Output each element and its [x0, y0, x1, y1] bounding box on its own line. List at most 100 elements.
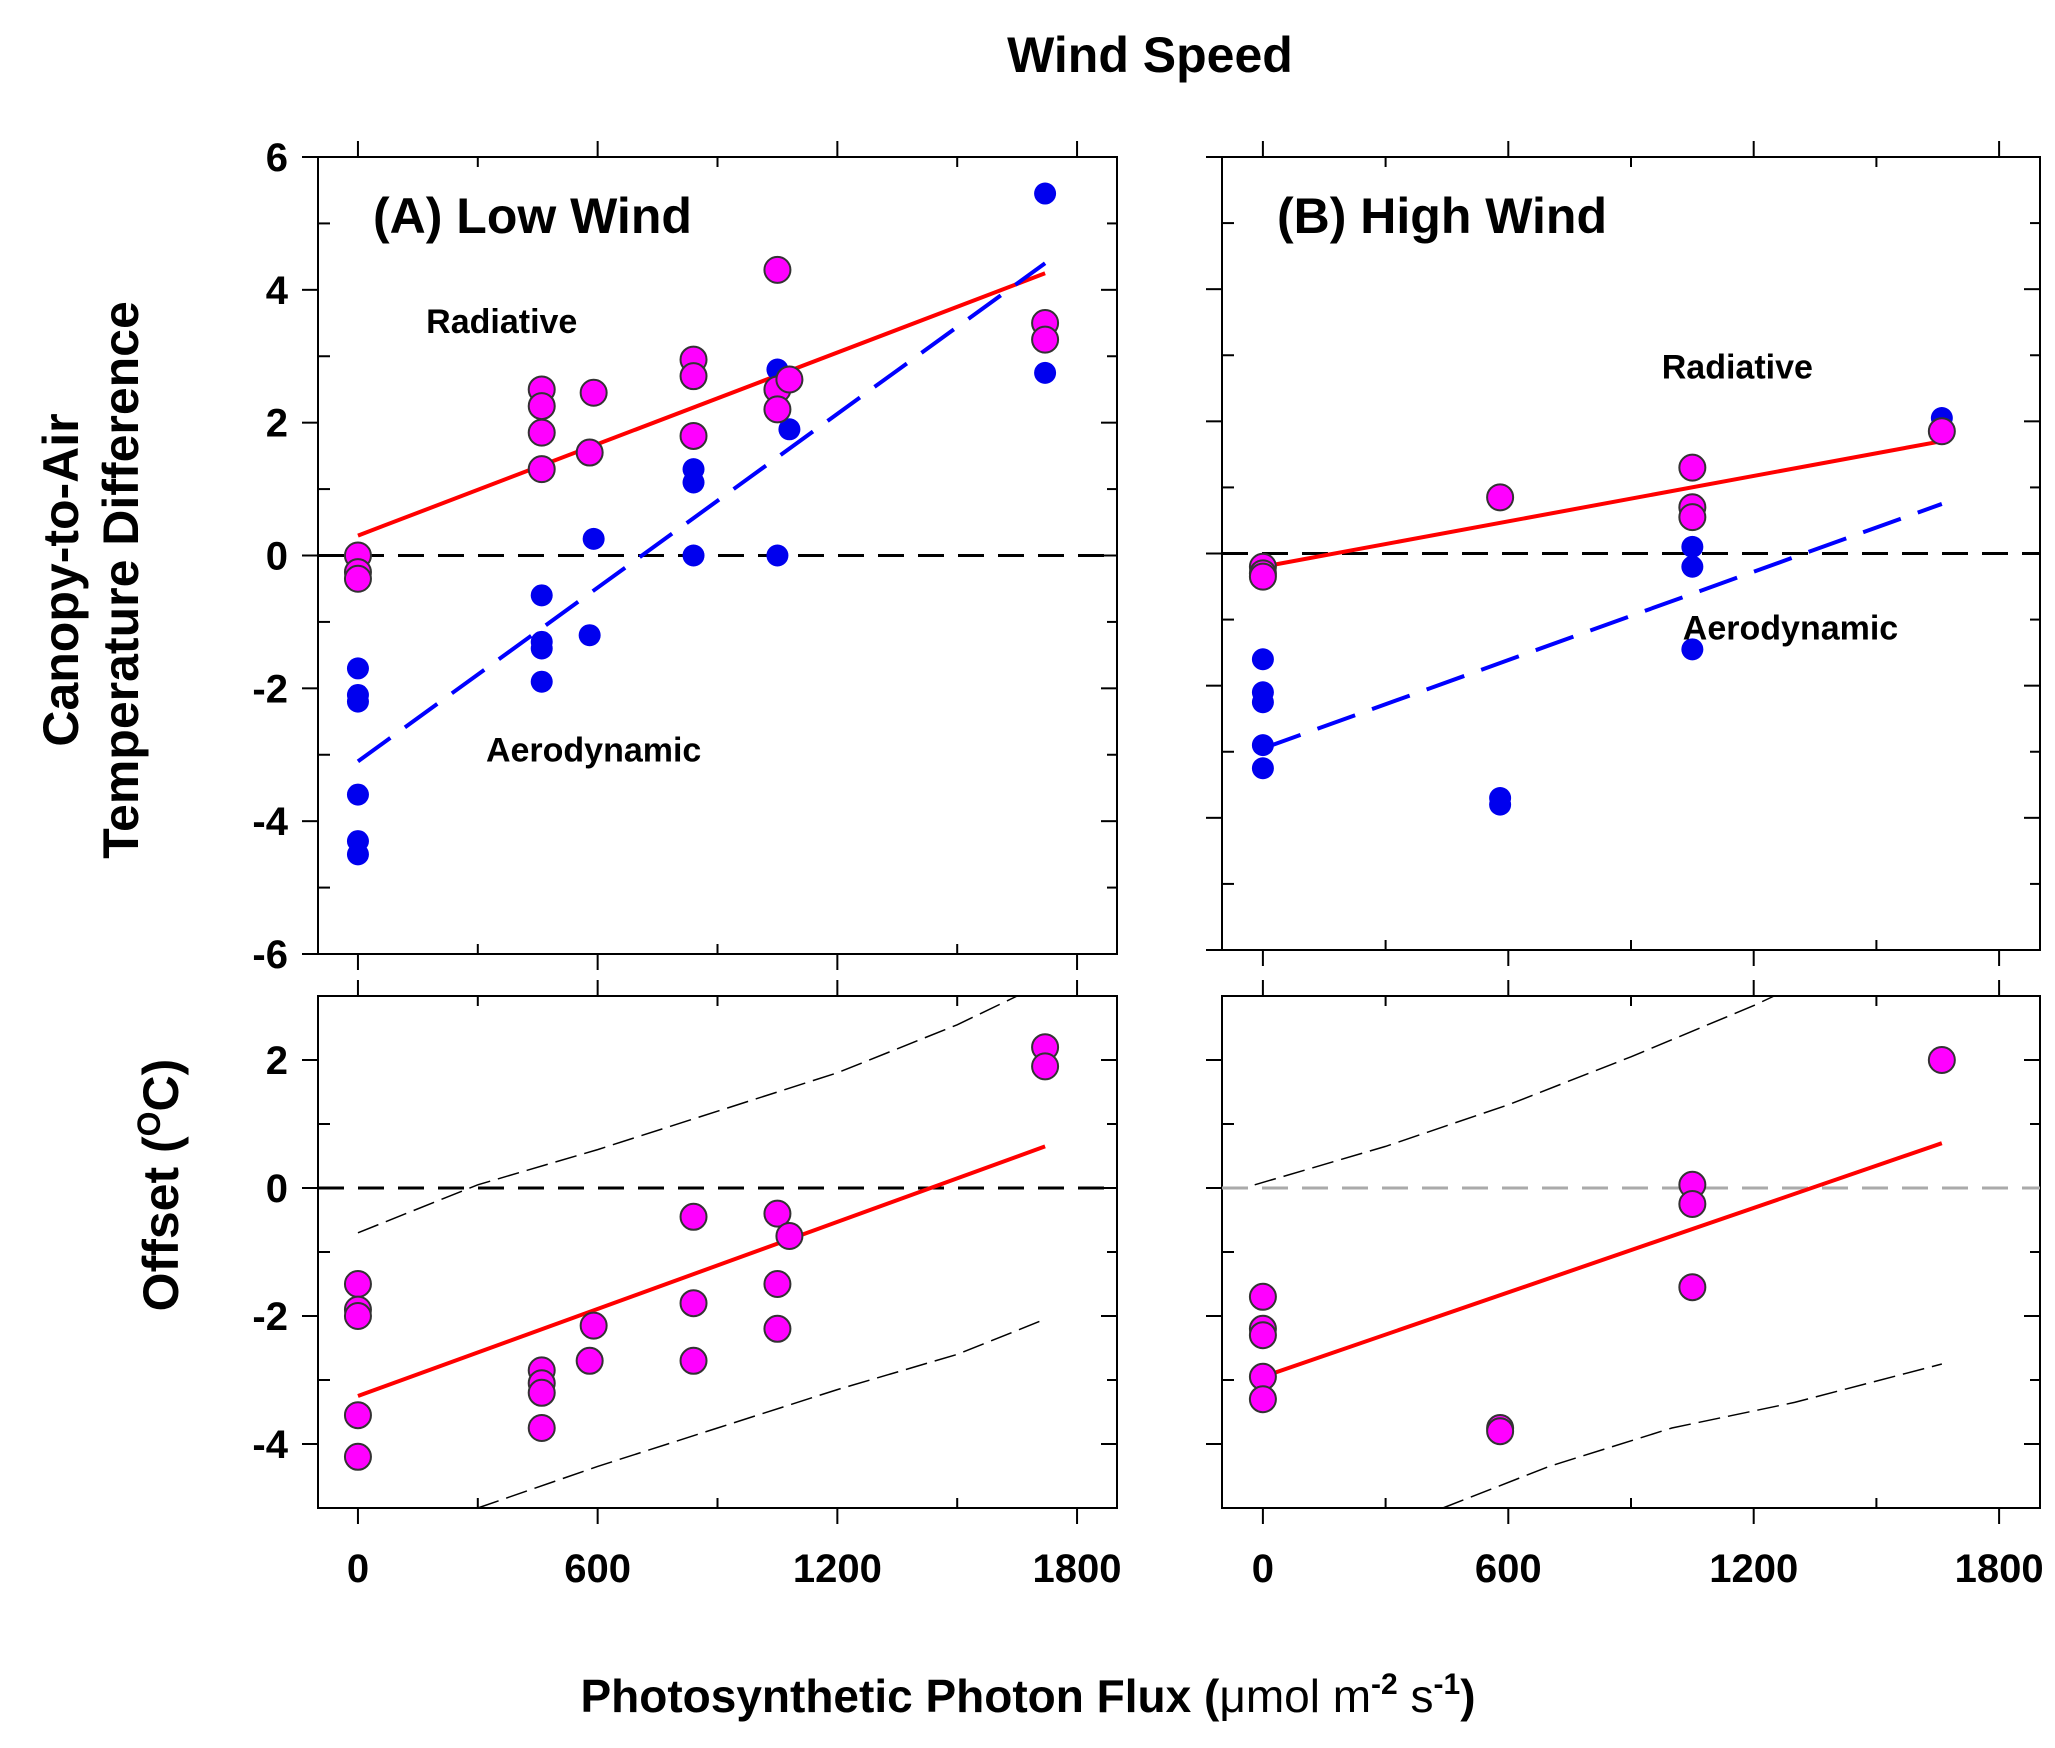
x-tick-label: 0	[1252, 1547, 1274, 1591]
y-axis-label-top-line2: Temperature Difference	[93, 301, 149, 859]
aerodynamic-point	[1681, 555, 1704, 578]
plot-frame	[317, 156, 1118, 955]
y-tick-label: 6	[266, 136, 288, 180]
panel-d: 0 600 1200 1800	[1206, 980, 2044, 1591]
panel-title: (A) Low Wind	[373, 188, 692, 244]
radiative-point	[1678, 503, 1707, 532]
radiative-fit-line	[357, 1144, 1046, 1398]
y-tick-label: -4	[252, 800, 288, 844]
x-axis-label-unit: μmol m	[1219, 1670, 1371, 1722]
radiative-point	[679, 1289, 708, 1318]
y-tick-label: 2	[266, 402, 288, 446]
x-axis-label: Photosynthetic Photon Flux (μmol m-2 s-1…	[580, 1668, 1475, 1722]
y-tick-label: 2	[266, 1039, 288, 1083]
radiative-point	[1248, 1385, 1277, 1414]
x-tick-label: 600	[1475, 1547, 1542, 1591]
y-tick-label: 0	[266, 1167, 288, 1211]
radiative-point	[763, 255, 792, 284]
radiative-point	[343, 1401, 372, 1430]
plot-frame	[317, 995, 1118, 1509]
x-axis-label-exp1: -2	[1371, 1668, 1398, 1701]
y-axis-label-bottom: Offset (OC)	[131, 1059, 189, 1312]
x-tick-label: 1200	[793, 1547, 882, 1591]
y-tick-label: -2	[252, 1295, 288, 1339]
aerodynamic-point	[778, 418, 801, 441]
radiative-point	[527, 455, 556, 484]
aerodynamic-point	[1251, 734, 1274, 757]
x-axis-label-main: Photosynthetic Photon Flux (	[580, 1670, 1220, 1722]
aerodynamic-point	[1681, 535, 1704, 558]
radiative-point	[1248, 1282, 1277, 1311]
x-tick-label: 1800	[1033, 1547, 1122, 1591]
aerodynamic-point	[766, 544, 789, 567]
radiative-fit-line	[1262, 439, 1943, 569]
y-axis-label-bottom-end: C)	[133, 1059, 189, 1112]
radiative-point	[1678, 1190, 1707, 1218]
y-axis-label-top-line1: Canopy-to-Air	[33, 413, 89, 746]
radiative-point	[679, 421, 708, 450]
prediction-band-line	[1442, 1363, 1943, 1509]
y-axis-label-bottom-main: Offset (	[133, 1136, 189, 1311]
series-annotation: Aerodynamic	[486, 731, 701, 769]
radiative-point	[1031, 1052, 1060, 1081]
radiative-point	[763, 395, 792, 424]
radiative-point	[775, 1222, 804, 1250]
radiative-point	[1927, 417, 1956, 446]
x-axis-label-end: )	[1460, 1670, 1475, 1722]
radiative-point	[1248, 562, 1277, 591]
aerodynamic-point	[530, 670, 553, 693]
figure-title: Wind Speed	[1007, 27, 1293, 83]
aerodynamic-point	[346, 783, 369, 806]
aerodynamic-point	[1251, 691, 1274, 714]
radiative-point	[527, 392, 556, 421]
radiative-point	[575, 1346, 604, 1375]
radiative-point	[775, 365, 804, 394]
panel-a: -6 -4 -2 0 2 4 6 Radiative Aerodynamic (A) Low Wi…	[252, 136, 1118, 977]
y-tick-label: -6	[252, 933, 288, 977]
y-tick-label: 4	[266, 269, 289, 313]
radiative-fit-line	[357, 271, 1046, 538]
prediction-band-line	[357, 995, 1018, 1234]
radiative-point	[527, 418, 556, 447]
aerodynamic-point	[1034, 182, 1057, 205]
aerodynamic-point	[1251, 648, 1274, 671]
panel-b: Radiative Aerodynamic (B) High Wind	[1206, 141, 2041, 966]
aerodynamic-point	[582, 527, 605, 550]
y-axis-label-bottom-sup: O	[131, 1111, 167, 1136]
radiative-point	[579, 1311, 608, 1340]
radiative-point	[763, 1199, 792, 1228]
panel-c: -4 -2 0 2 0 600 1200 1800	[252, 980, 1122, 1591]
radiative-point	[1678, 453, 1707, 482]
radiative-point	[343, 564, 372, 593]
radiative-point	[763, 1270, 792, 1298]
radiative-point	[679, 362, 708, 391]
radiative-point	[527, 1378, 556, 1407]
radiative-point	[343, 1270, 372, 1298]
x-tick-label: 600	[564, 1547, 631, 1591]
radiative-point	[763, 1314, 792, 1343]
series-annotation: Radiative	[1662, 348, 1813, 386]
radiative-point	[1248, 1321, 1277, 1350]
aerodynamic-fit-line	[356, 261, 1047, 764]
aerodynamic-point	[1034, 361, 1057, 384]
prediction-band-line	[477, 1318, 1046, 1509]
radiative-point	[1678, 1273, 1707, 1302]
radiative-point	[575, 438, 604, 467]
series-annotation: Aerodynamic	[1683, 609, 1898, 647]
y-tick-label: -4	[252, 1423, 288, 1467]
aerodynamic-point	[346, 657, 369, 680]
radiative-point	[343, 1442, 372, 1471]
aerodynamic-fit-line	[1262, 502, 1943, 751]
radiative-point	[679, 1346, 708, 1375]
y-tick-label: 0	[266, 535, 288, 579]
radiative-fit-line	[1262, 1141, 1943, 1379]
x-axis-label-mid: s	[1398, 1670, 1434, 1722]
aerodynamic-point	[530, 637, 553, 660]
radiative-point	[1486, 483, 1515, 512]
radiative-point	[1486, 1417, 1515, 1446]
aerodynamic-point	[530, 584, 553, 607]
x-axis-label-exp2: -1	[1434, 1668, 1461, 1701]
x-tick-label: 1200	[1709, 1547, 1798, 1591]
aerodynamic-point	[346, 690, 369, 713]
